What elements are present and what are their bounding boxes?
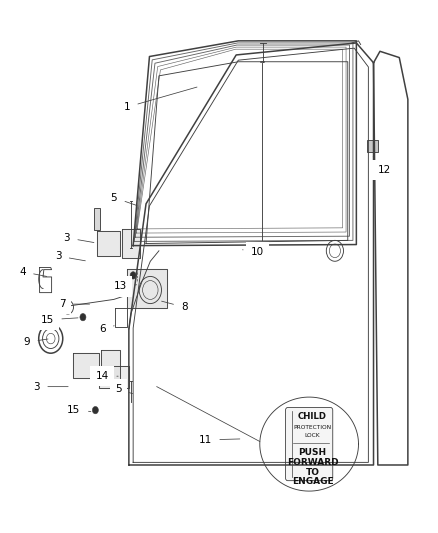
- Circle shape: [130, 272, 136, 279]
- Text: 7: 7: [59, 299, 90, 309]
- Circle shape: [80, 313, 86, 321]
- Text: 9: 9: [23, 337, 48, 347]
- FancyBboxPatch shape: [70, 400, 76, 419]
- Text: 5: 5: [115, 384, 133, 394]
- Text: 3: 3: [64, 233, 94, 243]
- FancyBboxPatch shape: [367, 140, 378, 151]
- Polygon shape: [99, 366, 129, 387]
- Text: 10: 10: [243, 247, 264, 257]
- Text: 6: 6: [99, 324, 114, 334]
- Text: 15: 15: [41, 315, 78, 325]
- Text: ENGAGE: ENGAGE: [292, 477, 333, 486]
- Circle shape: [92, 407, 99, 414]
- Polygon shape: [97, 231, 120, 256]
- Text: CHILD: CHILD: [298, 412, 327, 421]
- Text: 8: 8: [162, 301, 188, 312]
- Circle shape: [77, 408, 82, 415]
- Text: PUSH: PUSH: [299, 448, 327, 457]
- Text: 11: 11: [199, 435, 240, 445]
- Text: LOCK: LOCK: [305, 433, 320, 438]
- Polygon shape: [123, 229, 140, 257]
- Text: 3: 3: [55, 251, 85, 261]
- Text: 14: 14: [95, 371, 118, 381]
- Text: 13: 13: [113, 281, 137, 292]
- FancyBboxPatch shape: [94, 208, 100, 230]
- FancyBboxPatch shape: [286, 408, 333, 481]
- Text: 3: 3: [33, 382, 68, 392]
- Text: 12: 12: [373, 157, 391, 175]
- Text: PROTECTION: PROTECTION: [293, 425, 332, 430]
- Polygon shape: [127, 269, 167, 308]
- Text: FORWARD: FORWARD: [287, 458, 339, 467]
- Text: 5: 5: [110, 192, 137, 206]
- Text: 1: 1: [124, 87, 197, 112]
- Text: 4: 4: [19, 266, 47, 277]
- Text: TO: TO: [306, 468, 320, 477]
- Polygon shape: [101, 350, 120, 381]
- Text: 15: 15: [67, 405, 91, 415]
- Polygon shape: [73, 353, 99, 378]
